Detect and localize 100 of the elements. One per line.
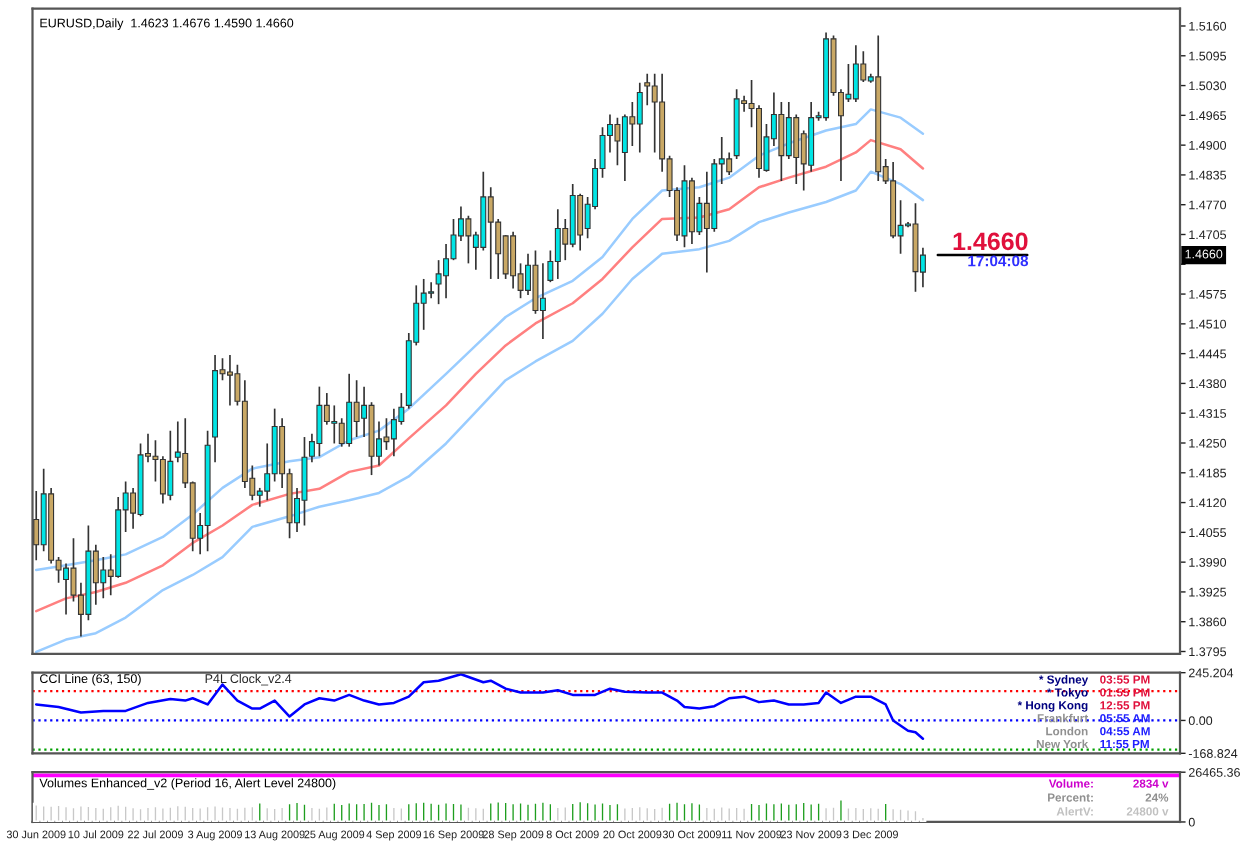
bar [681,801,688,822]
bar [293,800,301,822]
candlestick [353,379,360,438]
bar [435,801,443,822]
bar [532,801,539,822]
bar [628,805,636,822]
bar [502,800,510,822]
bar [211,803,219,822]
bar [360,801,368,822]
bar [725,805,733,822]
bar [412,800,420,822]
candlestick [539,262,546,340]
bar [785,801,793,822]
bar [233,806,241,822]
candlestick [167,429,174,502]
bar [286,801,294,822]
candlestick [390,407,397,458]
candlestick [912,202,919,293]
bar [710,805,718,822]
bar [673,800,681,822]
candlestick [703,170,710,274]
bar [226,805,234,822]
bar [815,801,823,822]
bar [599,800,606,822]
bar [479,806,487,822]
candlestick [226,354,233,407]
bar [204,804,212,822]
bar [517,800,524,822]
bar [733,805,741,822]
bar [718,804,726,822]
bar [852,805,860,822]
bar [613,801,621,822]
bar [494,799,502,822]
bar [889,806,897,822]
candlestick [100,556,107,600]
bar [315,805,323,822]
bar [591,801,599,822]
bar [420,799,428,822]
candlestick [852,44,859,103]
bar [643,805,651,822]
bar [47,804,55,822]
candlestick [785,101,792,160]
bar [524,801,532,822]
bar [867,805,875,822]
bar [569,801,577,822]
bar [584,800,592,822]
bar [92,805,100,822]
bar [904,807,912,822]
bar [666,801,674,822]
bar [345,800,353,822]
bar [308,805,316,822]
bar [874,805,882,822]
candlestick [159,455,166,505]
bar [99,805,107,822]
bar [375,802,383,822]
bar [330,801,338,822]
candlestick [316,385,323,458]
bar [688,800,696,822]
bar [219,804,226,822]
bar [777,800,785,822]
bar [792,801,800,822]
bar [84,804,92,822]
bar [844,805,852,822]
bar [561,804,569,822]
bar [748,801,755,822]
candlestick [33,490,40,562]
bar [546,801,554,822]
bar [554,805,562,822]
bar [144,805,152,822]
bar [122,804,130,822]
bar [114,803,122,822]
bar [181,804,189,822]
candlestick [614,116,621,167]
candlestick [487,186,494,280]
bar [539,800,547,822]
bar [703,805,711,822]
bar [651,806,659,822]
bar [830,804,837,822]
bar [405,801,413,822]
bar [40,803,48,822]
bar [368,800,375,822]
bar [695,801,703,822]
bar [271,806,279,822]
bar [763,800,770,822]
bar [278,805,286,822]
bar [196,805,204,822]
bar [256,800,264,822]
bar [248,804,256,822]
bar [338,802,346,822]
bar [509,801,517,822]
bar [837,797,845,822]
candlestick [63,562,70,616]
candlestick [465,214,472,265]
bar [390,805,398,822]
bar [807,801,815,822]
bar [353,801,361,822]
bar [770,801,778,822]
bar [174,803,182,822]
bar [107,804,115,822]
bar [301,801,308,822]
